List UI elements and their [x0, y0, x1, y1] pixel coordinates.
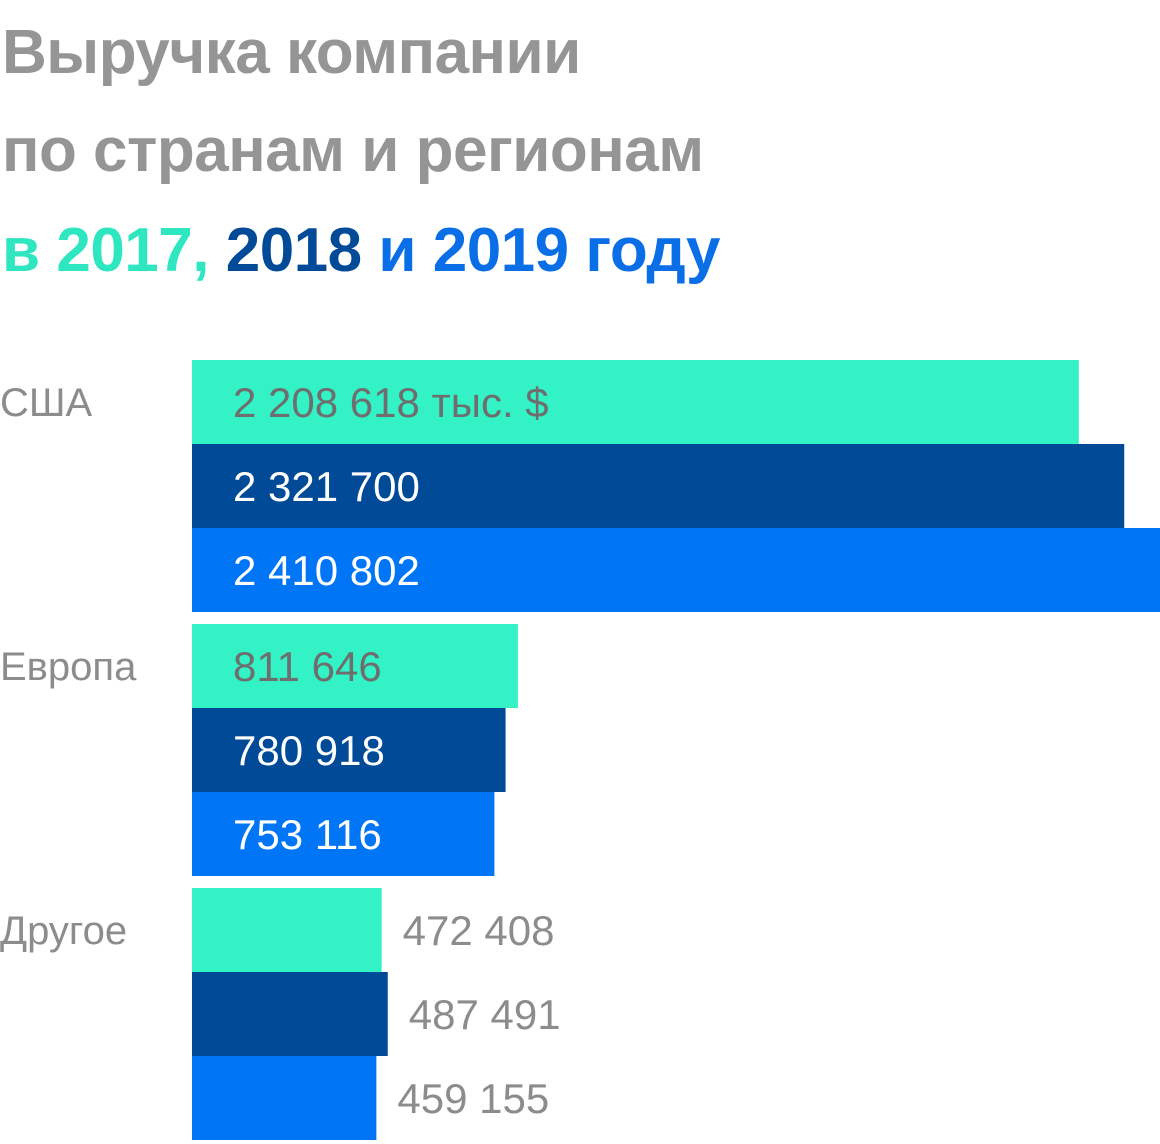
bar-2018 — [192, 708, 506, 792]
bar-2019 — [192, 792, 495, 876]
bar-2017 — [192, 624, 518, 708]
value-label: 2 410 802 — [233, 547, 420, 594]
bar-2019 — [192, 528, 1160, 612]
bar-2018 — [192, 972, 388, 1056]
title-year-2017: в 2017, — [2, 216, 226, 285]
value-label: 811 646 — [233, 643, 382, 690]
value-label: 487 491 — [409, 991, 561, 1038]
bar-2018 — [192, 444, 1125, 528]
value-label: 459 155 — [397, 1075, 549, 1122]
value-label: 472 408 — [403, 907, 555, 954]
title-year-2019: и 2019 году — [378, 216, 721, 285]
value-label: 753 116 — [233, 811, 382, 858]
bar-2017 — [192, 888, 382, 972]
title-year-2018: 2018 — [225, 216, 379, 285]
value-label: 780 918 — [233, 727, 385, 774]
value-label: 2 208 618 тыс. $ — [233, 379, 549, 426]
title-line-3: в 2017, 2018 и 2019 году — [2, 220, 721, 282]
category-label: Другое — [0, 909, 127, 953]
title-line-1: Выручка компании — [2, 18, 581, 87]
bar-2019 — [192, 1056, 377, 1140]
value-label: 2 321 700 — [233, 463, 420, 510]
category-label: Европа — [0, 645, 137, 689]
title-line-2: по странам и регионам — [2, 116, 704, 185]
bar-2017 — [192, 360, 1079, 444]
category-label: США — [0, 381, 93, 425]
